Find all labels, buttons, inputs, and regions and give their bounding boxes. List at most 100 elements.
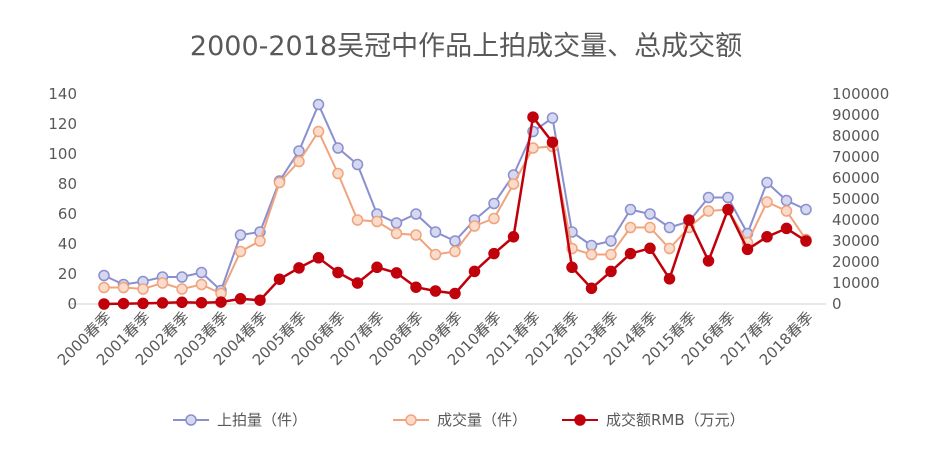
data-point — [176, 271, 188, 283]
data-point — [351, 214, 364, 226]
x-axis: 2000春季2001春季2002春季2003春季2004春季2005春季2006… — [54, 308, 817, 369]
data-point — [156, 297, 169, 309]
data-point — [332, 167, 344, 180]
data-point — [234, 293, 247, 305]
data-point — [722, 191, 734, 204]
data-point — [117, 281, 130, 294]
data-point — [624, 221, 637, 234]
data-point — [351, 158, 364, 171]
data-point — [741, 243, 754, 256]
data-point — [800, 203, 812, 216]
series-line — [104, 129, 807, 295]
left-tick-label: 80 — [58, 175, 77, 193]
data-point — [410, 229, 422, 241]
data-point — [410, 208, 422, 220]
data-point — [449, 287, 461, 300]
data-point — [371, 215, 383, 228]
legend-label: 成交额RMB（万元） — [606, 411, 745, 429]
series-1 — [98, 98, 812, 297]
data-point — [371, 261, 383, 274]
right-tick-label: 60000 — [832, 169, 880, 187]
data-point — [702, 191, 715, 204]
legend-label: 成交量（件） — [437, 411, 527, 429]
data-point — [507, 231, 520, 243]
data-point — [312, 98, 325, 111]
data-point — [234, 229, 247, 241]
data-point — [488, 247, 500, 260]
data-point — [605, 265, 617, 278]
data-point — [254, 294, 266, 306]
left-tick-label: 100 — [48, 145, 77, 163]
data-point — [780, 222, 793, 235]
data-point — [644, 208, 656, 220]
data-point — [98, 281, 110, 294]
right-tick-label: 100000 — [832, 85, 889, 103]
data-point — [390, 267, 403, 279]
right-tick-label: 10000 — [832, 274, 880, 292]
data-point — [722, 203, 734, 216]
right-tick-label: 30000 — [832, 232, 880, 250]
legend-swatch-marker — [185, 414, 197, 426]
data-point — [546, 136, 559, 149]
left-tick-label: 20 — [58, 265, 77, 283]
data-point — [332, 266, 344, 279]
legend-item: 成交量（件） — [393, 411, 527, 429]
data-point — [312, 125, 325, 138]
data-point — [663, 242, 676, 255]
data-point — [312, 252, 325, 264]
data-point — [644, 221, 656, 234]
data-point — [488, 212, 500, 225]
data-point — [137, 297, 149, 310]
data-point — [429, 285, 442, 297]
data-point — [176, 296, 188, 309]
data-point — [507, 178, 520, 190]
left-tick-label: 140 — [48, 85, 77, 103]
data-point — [780, 194, 793, 207]
series-line — [103, 114, 807, 306]
left-tick-label: 60 — [58, 205, 77, 223]
data-point — [624, 247, 637, 260]
data-point — [215, 296, 227, 308]
data-point — [176, 283, 188, 295]
data-point — [644, 242, 656, 255]
data-point — [449, 235, 461, 247]
series-2 — [98, 125, 812, 300]
chart-title: 2000-2018吴冠中作品上拍成交量、总成交额 — [190, 31, 742, 62]
data-point — [488, 197, 500, 210]
data-point — [605, 235, 617, 247]
data-point — [546, 112, 559, 124]
data-point — [98, 298, 110, 310]
data-point — [429, 248, 442, 261]
data-point — [156, 277, 169, 289]
data-point — [429, 226, 442, 238]
data-point — [98, 269, 110, 282]
data-point — [351, 277, 364, 289]
data-point — [527, 111, 539, 123]
data-point — [410, 281, 422, 293]
right-tick-label: 90000 — [832, 106, 880, 124]
right-tick-label: 40000 — [832, 211, 880, 229]
data-point — [624, 203, 637, 216]
data-point — [390, 227, 403, 240]
series-line — [103, 101, 807, 293]
data-point — [234, 245, 247, 258]
data-point — [683, 214, 695, 226]
right-tick-label: 0 — [832, 295, 842, 313]
data-point — [566, 261, 578, 274]
data-point — [468, 220, 481, 232]
series-3 — [98, 111, 812, 310]
data-point — [273, 273, 286, 285]
left-y-axis: 0 20 40 60 80 100 120 140 — [48, 85, 77, 313]
data-point — [117, 297, 130, 310]
data-point — [195, 278, 208, 291]
data-point — [293, 262, 305, 274]
left-tick-label: 40 — [58, 235, 77, 253]
data-point — [137, 283, 149, 295]
data-point — [195, 266, 208, 279]
data-point — [195, 296, 208, 309]
data-point — [800, 235, 812, 247]
data-point — [663, 273, 676, 285]
data-point — [761, 176, 773, 189]
